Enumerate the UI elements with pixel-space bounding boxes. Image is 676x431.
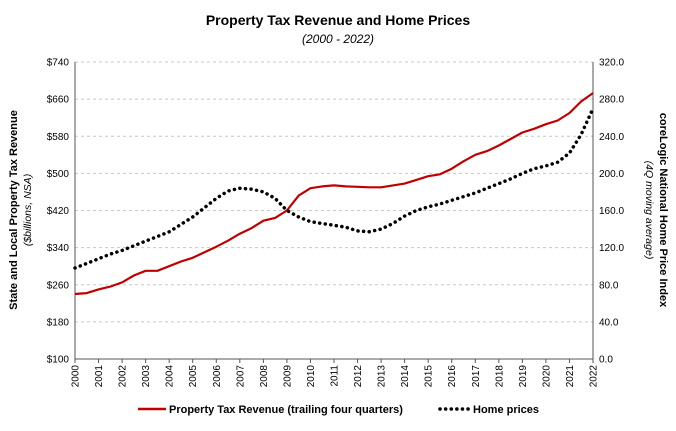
legend-label-home-prices: Home prices [473,404,539,416]
x-tick-label: 2000 [71,365,82,388]
legend: Property Tax Revenue (trailing four quar… [138,404,539,416]
y-right-tick-label: 240.0 [599,132,624,143]
series-layer [73,92,595,296]
y-right-tick-label: 40.0 [599,317,619,328]
y-axis-left-label: State and Local Property Tax Revenue [8,110,20,310]
x-tick-label: 2015 [424,365,435,388]
x-tick-label: 2005 [188,365,199,388]
x-tick-label: 2012 [353,365,364,388]
grid [75,61,593,323]
y-left-tick-label: $100 [47,355,70,366]
x-tick-label: 2004 [165,365,176,388]
y-right-tick-label: 80.0 [599,280,619,291]
series-line-home-prices [73,106,595,270]
y-left-tick-label: $500 [47,169,70,180]
x-tick-label: 2009 [282,365,293,388]
legend-label-property-tax: Property Tax Revenue (trailing four quar… [169,404,403,416]
y-right-tick-label: 320.0 [599,58,624,69]
x-tick-label: 2013 [377,365,388,388]
x-tick-label: 2011 [330,365,341,387]
x-tick-label: 2020 [541,365,552,388]
chart-title: Property Tax Revenue and Home Prices [206,12,470,28]
x-tick-label: 2007 [235,365,246,388]
y-left-tick-label: $340 [47,243,70,254]
y-axis-right-label: coreLogic National Home Price Index [657,113,669,308]
x-tick-label: 2006 [212,365,223,388]
y-axis-right-sublabel: (4Q moving average) [643,161,655,260]
y-right-tick-label: 160.0 [599,206,624,217]
chart-subtitle: (2000 - 2022) [302,32,374,46]
y-left-tick-label: $180 [47,317,70,328]
x-tick-label: 2018 [494,365,505,388]
x-tick-label: 2016 [447,365,458,388]
x-tick-label: 2003 [141,365,152,388]
series-line-property-tax [74,92,594,296]
y-right-tick-label: 120.0 [599,243,624,254]
x-tick-label: 2017 [471,365,482,388]
y-right-tick-label: 200.0 [599,169,624,180]
x-tick-label: 2002 [118,365,129,388]
x-tick-label: 2022 [589,365,600,388]
y-axis-left-sublabel: ($billions, NSA) [22,174,34,246]
y-left-tick-label: $420 [47,206,70,217]
x-tick-label: 2010 [306,365,317,388]
x-tick-label: 2001 [94,365,105,388]
x-tick-label: 2021 [565,365,576,388]
axes: $100 0.0 $180 40.0 $260 80.0 $340 120.0 $420 160.… [47,58,625,388]
x-tick-label: 2014 [400,365,411,388]
y-right-tick-label: 280.0 [599,95,624,106]
x-tick-label: 2019 [518,365,529,388]
y-left-tick-label: $260 [47,280,70,291]
y-left-tick-label: $660 [47,95,70,106]
x-tick-label: 2008 [259,365,270,388]
y-left-tick-label: $740 [47,58,70,69]
y-left-tick-label: $580 [47,132,70,143]
y-right-tick-label: 0.0 [599,355,613,366]
